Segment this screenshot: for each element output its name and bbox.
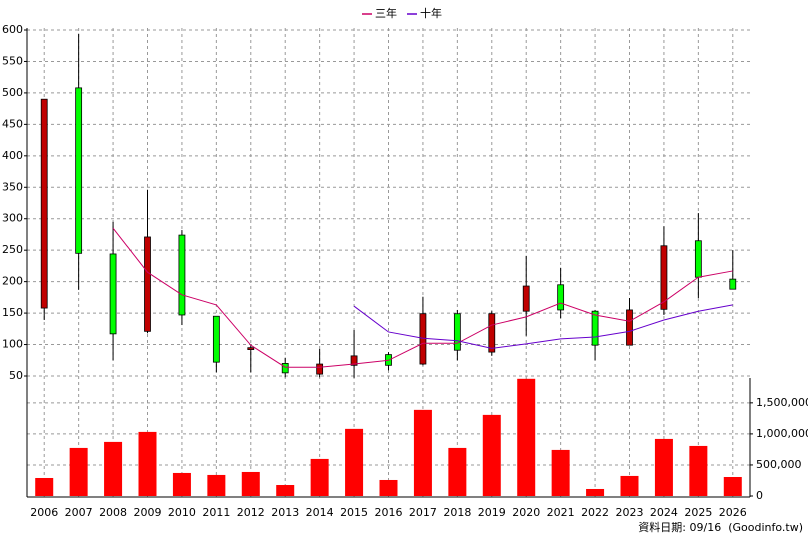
y2-tick-label: 1,000,000	[756, 427, 808, 440]
x-tick-label: 2021	[547, 506, 575, 519]
candle-body	[316, 363, 324, 375]
x-tick-label: 2020	[512, 506, 540, 519]
volume-bar	[138, 431, 157, 496]
ma-line	[353, 304, 733, 349]
x-tick-label: 2023	[616, 506, 644, 519]
volume-bar	[586, 488, 605, 496]
candle-body	[247, 347, 255, 350]
x-tick-label: 2024	[650, 506, 678, 519]
y-tick-label: 350	[2, 180, 23, 193]
x-tick-label: 2018	[443, 506, 471, 519]
candle-body	[178, 234, 186, 316]
x-tick-label: 2010	[168, 506, 196, 519]
candle-body	[694, 240, 702, 278]
volume-bar	[379, 479, 398, 496]
y-tick-label: 100	[2, 338, 23, 351]
y-tick-label: 150	[2, 306, 23, 319]
y-tick-label: 50	[9, 369, 23, 382]
candle-body	[626, 309, 633, 346]
y-tick-label: 550	[2, 54, 23, 67]
candle-body	[488, 313, 496, 353]
volume-bar	[689, 445, 708, 496]
candle-body	[281, 363, 289, 374]
volume-bar	[35, 477, 54, 496]
y-tick-label: 600	[2, 23, 23, 36]
x-tick-label: 2022	[581, 506, 609, 519]
x-tick-label: 2015	[340, 506, 368, 519]
volume-bar	[723, 476, 742, 496]
legend-label: 三年	[375, 6, 397, 20]
candle-body	[453, 313, 461, 351]
candle-body	[522, 285, 530, 312]
volume-bar	[310, 458, 329, 496]
y-tick-label: 500	[2, 86, 23, 99]
volume-bar	[104, 441, 123, 496]
x-tick-label: 2019	[478, 506, 506, 519]
y-tick-label: 450	[2, 117, 23, 130]
x-tick-label: 2007	[65, 506, 93, 519]
y-tick-label: 250	[2, 243, 23, 256]
volume-bar	[413, 409, 432, 496]
x-tick-label: 2013	[271, 506, 299, 519]
candle-body	[591, 310, 599, 346]
x-tick-label: 2008	[99, 506, 127, 519]
volume-bar	[620, 475, 639, 496]
volume-bar	[517, 378, 536, 496]
y2-tick-label: 1,500,000	[756, 396, 808, 409]
volume-bar	[172, 472, 191, 496]
x-tick-label: 2016	[375, 506, 403, 519]
candle-body	[729, 278, 737, 290]
volume-bar	[654, 438, 673, 496]
candle-body	[40, 98, 48, 309]
x-tick-label: 2009	[134, 506, 162, 519]
candle-body	[212, 315, 220, 363]
volume-bar	[482, 414, 501, 496]
x-tick-label: 2012	[237, 506, 265, 519]
candle-body	[75, 87, 83, 254]
candle-body	[144, 236, 151, 332]
y-tick-label: 400	[2, 149, 23, 162]
legend-label: 十年	[420, 6, 442, 20]
volume-bar	[448, 447, 467, 496]
ma-line	[112, 227, 733, 368]
x-tick-label: 2025	[684, 506, 712, 519]
candle-body	[109, 253, 117, 335]
candle-body	[557, 284, 565, 311]
volume-bar	[69, 447, 88, 496]
volume-bar	[345, 428, 364, 496]
volume-bar	[241, 471, 260, 496]
x-tick-label: 2006	[30, 506, 58, 519]
candle-body	[660, 245, 668, 310]
y-tick-label: 300	[2, 212, 23, 225]
y-tick-label: 200	[2, 275, 23, 288]
y2-tick-label: 0	[756, 489, 763, 502]
x-tick-label: 2017	[409, 506, 437, 519]
volume-bar	[276, 485, 295, 496]
x-tick-label: 2014	[306, 506, 334, 519]
candle-body	[350, 355, 358, 366]
x-tick-label: 2026	[719, 506, 747, 519]
source-note: 資料日期: 09/16 (Goodinfo.tw)	[638, 520, 803, 534]
volume-bar	[207, 474, 226, 496]
x-tick-label: 2011	[202, 506, 230, 519]
y2-tick-label: 500,000	[756, 458, 802, 471]
volume-bar	[551, 449, 570, 496]
